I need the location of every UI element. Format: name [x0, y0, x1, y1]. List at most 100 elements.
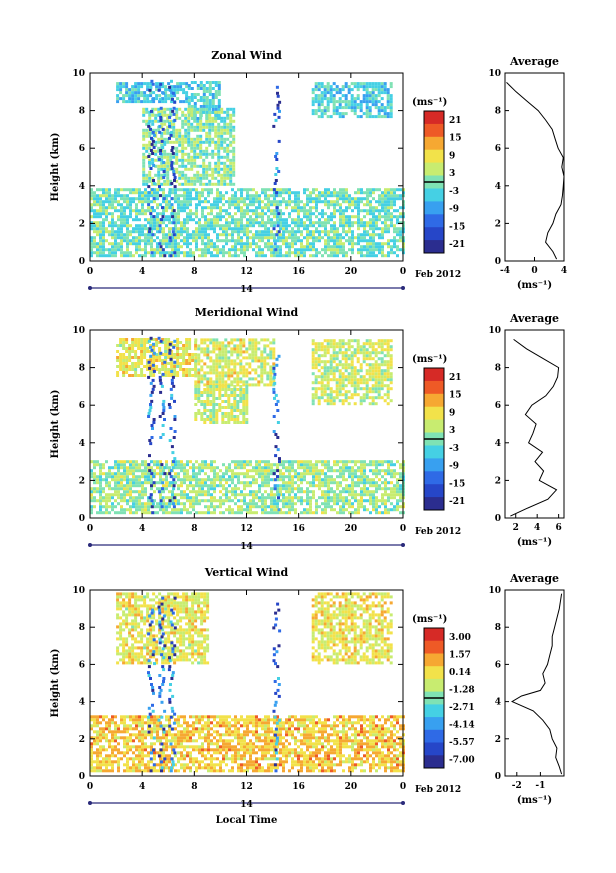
heatmap-cell [254, 350, 258, 354]
heatmap-cell [288, 215, 291, 219]
heatmap-cell [211, 170, 215, 174]
heatmap-cell [270, 508, 273, 512]
heatmap-cell [195, 239, 198, 243]
heatmap-cell [381, 233, 384, 237]
heatmap-cell [125, 350, 129, 353]
heatmap-cell [168, 230, 171, 234]
heatmap-cell [233, 388, 237, 391]
heatmap-cell [157, 149, 161, 153]
heatmap-cell [150, 215, 153, 219]
heatmap-cell [396, 227, 399, 231]
heatmap-cell [254, 359, 258, 363]
heatmap-cell [172, 134, 176, 138]
heatmap-cell [258, 475, 261, 479]
heatmap-cell [200, 400, 204, 403]
heatmap-cell [168, 484, 171, 488]
heatmap-cell [214, 119, 218, 123]
heatmap-cell [363, 245, 366, 249]
heatmap-cell [192, 230, 195, 234]
heatmap-cell [228, 499, 231, 503]
heatmap-cell [96, 478, 99, 482]
heatmap-cell [192, 478, 195, 482]
heatmap-cell [178, 164, 182, 168]
heatmap-cell [196, 155, 200, 159]
heatmap-cell [363, 224, 366, 228]
heatmap-cell [249, 499, 252, 503]
heatmap-cell [377, 387, 381, 391]
heatmap-cell [137, 341, 141, 344]
heatmap-cell [255, 245, 258, 249]
heatmap-cell [260, 365, 264, 369]
heatmap-cell [374, 375, 378, 379]
heatmap-cell [120, 496, 123, 500]
heatmap-cell [111, 472, 114, 476]
heatmap-cell [142, 119, 146, 123]
heatmap-cell [338, 384, 342, 388]
colorbar-segment [424, 175, 444, 183]
heatmap-cell [240, 206, 243, 210]
heatmap-cell [291, 245, 294, 249]
heatmap-cell [178, 140, 182, 144]
heatmap-cell [381, 197, 384, 201]
heatmap-cell [178, 128, 182, 132]
heatmap-cell [177, 460, 180, 464]
heatmap-cell [255, 200, 258, 204]
heatmap-cell [240, 236, 243, 240]
heatmap-cell [178, 158, 182, 162]
heatmap-cell [152, 356, 156, 359]
heatmap-cell [93, 200, 96, 204]
heatmap-cell [159, 245, 163, 249]
heatmap-cell [345, 215, 348, 219]
heatmap-cell [201, 200, 204, 204]
heatmap-cell [233, 344, 237, 348]
heatmap-cell [138, 239, 141, 243]
heatmap-cell [150, 248, 153, 252]
heatmap-cell [222, 484, 225, 488]
heatmap-cell [225, 200, 228, 204]
heatmap-cell [314, 348, 318, 352]
heatmap-cell [261, 188, 264, 192]
heatmap-cell [368, 363, 372, 367]
heatmap-cell [173, 344, 177, 347]
heatmap-cell [360, 209, 363, 213]
heatmap-cell [335, 369, 339, 373]
heatmap-cell [201, 224, 204, 228]
heatmap-cell [359, 381, 363, 385]
heatmap-cell [206, 391, 210, 394]
heatmap-cell [309, 230, 312, 234]
heatmap-cell [335, 363, 339, 367]
heatmap-cell [237, 239, 240, 243]
heatmap-cell [335, 85, 339, 89]
heatmap-cell [197, 368, 201, 372]
heatmap-cell [362, 357, 366, 361]
heatmap-cell [111, 227, 114, 231]
heatmap-cell [215, 356, 219, 360]
heatmap-cell [165, 460, 168, 464]
heatmap-cell [300, 221, 303, 225]
heatmap-cell [206, 365, 210, 369]
heatmap-cell [236, 421, 240, 424]
heatmap-cell [229, 128, 233, 132]
heatmap-cell [209, 412, 213, 415]
heatmap-cell [260, 350, 264, 354]
heatmap-cell [243, 472, 246, 476]
heatmap-cell [96, 215, 99, 219]
heatmap-cell [386, 387, 390, 391]
heatmap-cell [138, 218, 141, 222]
heatmap-cell [210, 481, 213, 485]
heatmap-cell [93, 478, 96, 482]
heatmap-cell [378, 197, 381, 201]
heatmap-cell [144, 481, 147, 485]
heatmap-cell [117, 463, 120, 467]
heatmap-cell [215, 383, 219, 387]
heatmap-cell [159, 481, 162, 485]
heatmap-cell [258, 236, 261, 240]
heatmap-cell [377, 112, 381, 116]
heatmap-cell [171, 508, 174, 512]
heatmap-cell [350, 357, 354, 361]
heatmap-cell [245, 368, 249, 372]
heatmap-cell [214, 176, 218, 180]
heatmap-cell [229, 122, 233, 126]
heatmap-cell [173, 179, 176, 182]
heatmap-cell [149, 224, 153, 228]
